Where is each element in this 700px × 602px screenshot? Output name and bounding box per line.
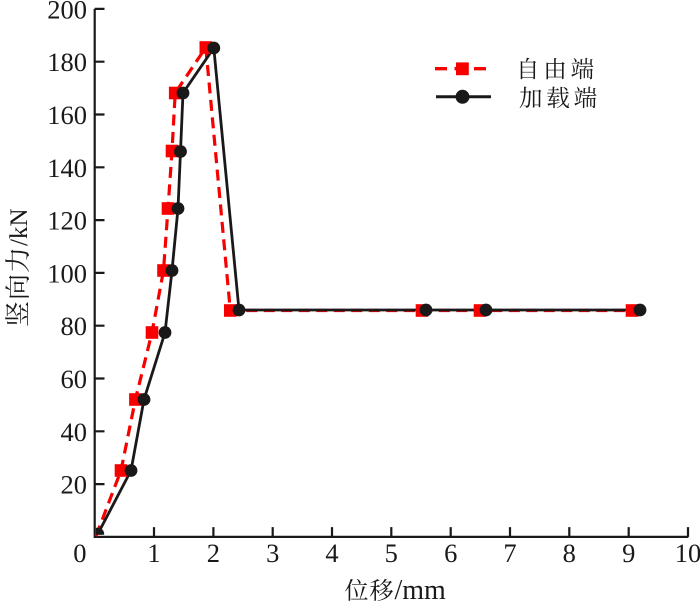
svg-text:4: 4 (325, 538, 338, 568)
svg-text:10: 10 (675, 538, 700, 568)
svg-text:100: 100 (47, 258, 87, 288)
svg-text:3: 3 (266, 538, 279, 568)
svg-text:7: 7 (503, 538, 516, 568)
svg-text:0: 0 (73, 538, 86, 568)
svg-text:9: 9 (622, 538, 635, 568)
svg-text:40: 40 (61, 417, 88, 447)
svg-text:180: 180 (47, 47, 87, 77)
svg-text:/mm: /mm (395, 575, 447, 602)
svg-text:140: 140 (47, 153, 87, 183)
svg-text:160: 160 (47, 100, 87, 130)
svg-text:200: 200 (47, 0, 87, 24)
svg-text:80: 80 (61, 311, 88, 341)
svg-text:6: 6 (444, 538, 457, 568)
svg-text:1: 1 (147, 538, 160, 568)
svg-text:5: 5 (385, 538, 398, 568)
svg-text:20: 20 (61, 470, 88, 500)
svg-text:2: 2 (207, 538, 220, 568)
svg-text:/kN: /kN (6, 209, 33, 247)
svg-text:120: 120 (47, 206, 87, 236)
svg-text:8: 8 (563, 538, 576, 568)
svg-text:60: 60 (61, 364, 88, 394)
